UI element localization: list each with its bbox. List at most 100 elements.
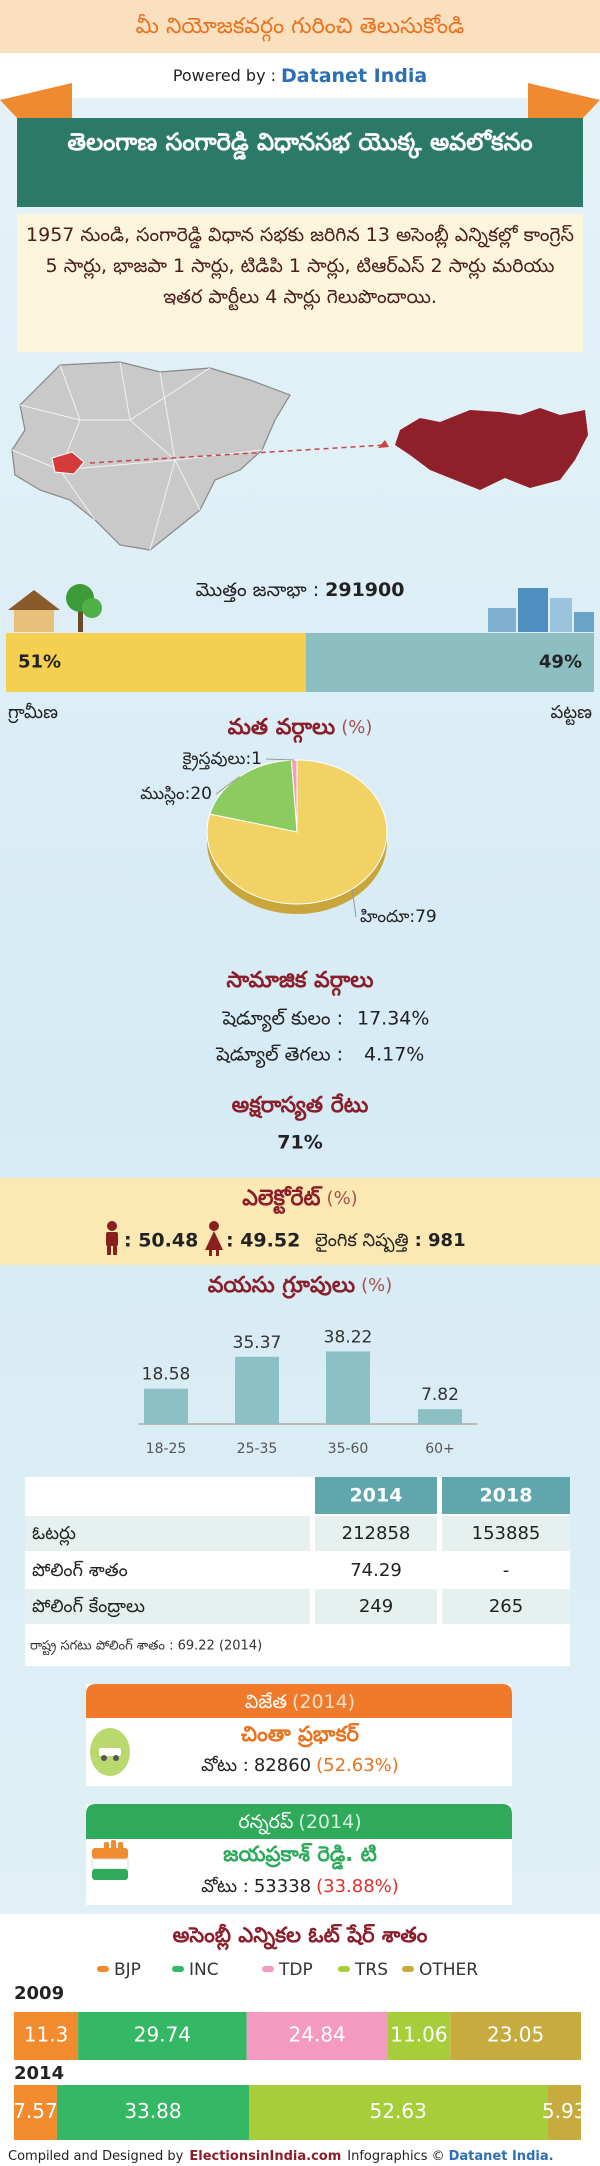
table-cell	[442, 1589, 570, 1624]
vote-segment	[246, 2012, 388, 2060]
male-icon	[106, 1221, 118, 1255]
literacy-title: అక్షరాస్యత రేటు	[232, 1093, 369, 1121]
pie-slice	[206, 759, 388, 905]
title-text: మత వర్గాలు	[228, 715, 336, 743]
table-text: 265	[489, 1596, 523, 1617]
ribbon-fold	[0, 83, 72, 118]
table-cell	[315, 1589, 437, 1624]
summary: 1957 నుండి, సంగారెడ్డి విధాన సభకు జరిగిన…	[26, 224, 574, 308]
votes-share: (52.63%)	[316, 1755, 399, 1776]
banner-title: తెలంగాణ సంగారెడ్డి విధానసభ యొక్క అవలోకనం	[67, 128, 533, 156]
bar-label: 18.58	[142, 1365, 191, 1385]
legend-label: TRS	[354, 1960, 388, 1980]
share-category: పట్టణ	[550, 702, 592, 725]
row-label: 2014	[14, 2063, 64, 2084]
winner-votes: వోటు :82860 (52.63%)	[201, 1755, 399, 1776]
legend-swatch	[172, 1966, 184, 1972]
pie-separator: :	[245, 749, 251, 769]
legend-label: BJP	[114, 1960, 141, 1980]
chart-title: మత వర్గాలు (%)	[228, 715, 373, 743]
electorate-unit: (%)	[327, 1188, 358, 1209]
pie-separator: :	[185, 784, 191, 804]
runner-title: రన్నరప్ (2014)	[238, 1811, 361, 1835]
footer-infographics: Infographics ©	[347, 2149, 444, 2164]
vote-segment	[248, 2085, 548, 2140]
title-unit: (%)	[341, 717, 372, 738]
social-label: షెడ్యూల్ కులం :	[221, 1008, 343, 1033]
powered-by: Powered by : Datanet India	[173, 65, 427, 87]
population-label: మొత్తం జనాభా :	[196, 579, 320, 603]
vote-label: 24.84	[289, 2023, 346, 2047]
vote-label: 7.57	[13, 2099, 58, 2123]
footer-credit: Compiled and Designed by	[8, 2149, 184, 2164]
share-label: 49%	[539, 652, 582, 673]
runner-year: (2014)	[298, 1811, 361, 1833]
runner-header	[86, 1804, 512, 1839]
social-value: 4.17%	[364, 1044, 424, 1066]
page-title: మీ నియోజకవర్గం గురించి తెలుసుకోండి	[136, 14, 465, 42]
social-title: సామాజిక వర్గాలు	[226, 968, 373, 996]
leader-line	[215, 776, 240, 795]
table-text: 74.29	[350, 1560, 402, 1581]
bar-label: 7.82	[421, 1385, 459, 1405]
vote-segment	[387, 2012, 451, 2060]
male-share: : 50.48	[124, 1230, 198, 1252]
social-label: షెడ్యూల్ తెగలు :	[215, 1044, 343, 1069]
table-text: 153885	[472, 1523, 541, 1544]
banner	[17, 118, 583, 207]
literacy-value: 71%	[277, 1132, 322, 1154]
powered-label: Powered by :	[173, 66, 276, 85]
pie-category: క్రైస్తవులు	[183, 749, 246, 772]
winner-name: చింతా ప్రభాకర్	[241, 1722, 360, 1748]
votes-label: వోటు :	[201, 1876, 249, 1897]
leader-line	[265, 758, 295, 761]
table-header: 2014	[350, 1485, 403, 1507]
pie-category: హిందూ	[360, 907, 410, 927]
vote-label: 11.06	[390, 2023, 447, 2047]
pie-label: క్రైస్తవులు:1	[183, 749, 262, 772]
share-category: గ్రామీణ	[7, 702, 58, 724]
social-value: 17.34%	[357, 1008, 429, 1030]
population: మొత్తం జనాభా :291900	[196, 579, 405, 603]
table-rows: ఓటర్లు 212858 153885 పోలింగ్ శాతం 74.29 - పోలి…	[25, 1516, 570, 1624]
bar	[418, 1409, 462, 1424]
female-share: : 49.52	[226, 1230, 300, 1252]
vote-segment	[56, 2085, 249, 2140]
population-value: 291900	[325, 579, 404, 601]
title-unit: (%)	[361, 1275, 392, 1296]
vote-label: 29.74	[134, 2023, 191, 2047]
vote-segment	[450, 2012, 581, 2060]
runner-name: జయప్రకాశ్ రెడ్డి. టి	[223, 1842, 377, 1870]
x-tick-label: 35-60	[328, 1441, 369, 1457]
legend-swatch	[97, 1966, 109, 1972]
table-note: రాష్ట్ర సగటు పోలింగ్ శాతం : 69.22 (2014)	[30, 1639, 262, 1656]
bar-label: 35.37	[233, 1333, 282, 1353]
pie-value: 1	[251, 749, 262, 769]
runner-symbol	[91, 1840, 129, 1880]
runner-votes: వోటు :53338 (33.88%)	[201, 1876, 399, 1897]
vote-label: 5.93	[542, 2099, 587, 2123]
vote-segment	[78, 2012, 247, 2060]
table-cell	[25, 1516, 310, 1551]
table-header-cell	[442, 1477, 570, 1514]
chart-title: అసెంబ్లీ ఎన్నికల ఓట్ షేర్ శాతం	[173, 1923, 428, 1951]
powered-band	[0, 53, 600, 98]
legend-swatch	[338, 1966, 350, 1972]
table-cell	[25, 1589, 310, 1624]
votes-label: వోటు :	[201, 1755, 249, 1776]
electorate-band	[0, 1178, 600, 1265]
state-map	[11, 361, 588, 551]
votes-share: (33.88%)	[316, 1876, 399, 1897]
winner-label: విజేత	[245, 1691, 287, 1713]
runner-label: రన్నరప్	[238, 1811, 293, 1835]
table-text: పోలింగ్ శాతం	[32, 1560, 128, 1581]
table-text: 212858	[342, 1523, 411, 1544]
vote-segment	[14, 2012, 79, 2060]
ribbon-fold	[528, 83, 600, 118]
x-tick-label: 25-35	[237, 1441, 278, 1457]
footer-brand: Datanet India.	[449, 2149, 554, 2164]
urban-icon	[488, 588, 594, 632]
bar	[326, 1351, 370, 1424]
pie-label: హిందూ:79	[360, 907, 437, 927]
